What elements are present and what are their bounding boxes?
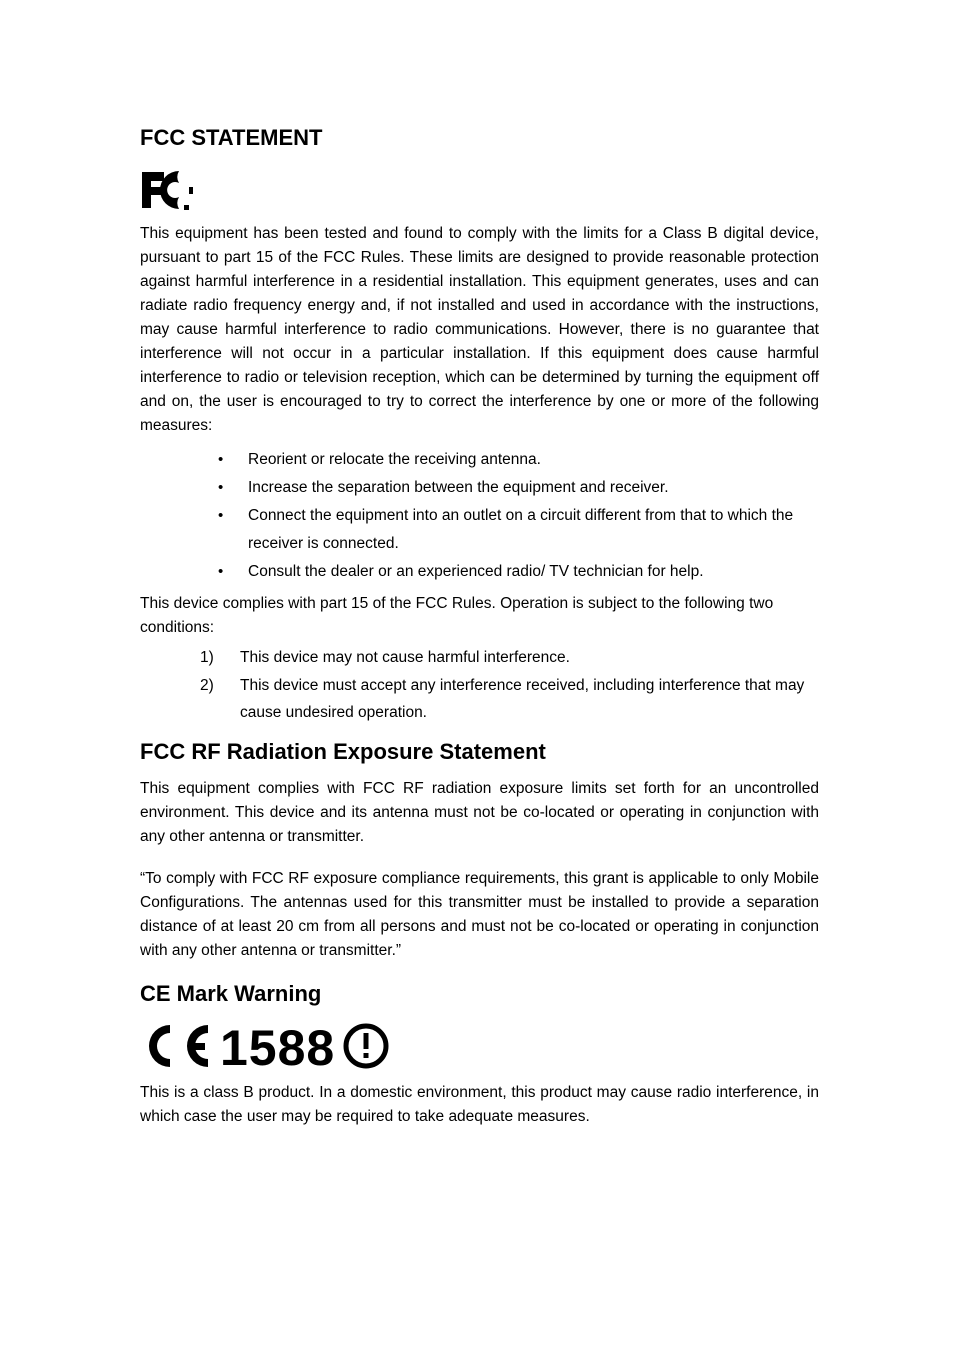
list-item: 1) This device may not cause harmful int…	[200, 644, 819, 672]
bullet-text: Consult the dealer or an experienced rad…	[248, 563, 704, 580]
ce-mark-number: 1588	[220, 1019, 335, 1077]
fcc-intro: This equipment has been tested and found…	[140, 222, 819, 438]
list-item: 2) This device must accept any interfere…	[200, 672, 819, 728]
bullet-text: Connect the equipment into an outlet on …	[248, 507, 793, 552]
list-item: Consult the dealer or an experienced rad…	[218, 558, 819, 586]
item-text: This device must accept any interference…	[240, 677, 804, 722]
ce-heading: CE Mark Warning	[140, 981, 819, 1007]
ce-mark-icon	[140, 1021, 212, 1076]
list-item: Increase the separation between the equi…	[218, 474, 819, 502]
fcc-conditions: 1) This device may not cause harmful int…	[140, 644, 819, 728]
fcc-heading: FCC STATEMENT	[140, 125, 819, 151]
ce-body: This is a class B product. In a domestic…	[140, 1081, 819, 1129]
rf-heading: FCC RF Radiation Exposure Statement	[140, 739, 819, 765]
item-number: 2)	[200, 672, 214, 700]
document-page: FCC STATEMENT This equipment has been te…	[0, 0, 954, 1350]
rf-p2: “To comply with FCC RF exposure complian…	[140, 867, 819, 963]
alert-icon	[343, 1023, 389, 1074]
bullet-text: Increase the separation between the equi…	[248, 479, 669, 496]
item-number: 1)	[200, 644, 214, 672]
item-text: This device may not cause harmful interf…	[240, 649, 570, 666]
ce-mark-row: 1588	[140, 1019, 819, 1077]
fcc-logo	[140, 169, 819, 216]
list-item: Reorient or relocate the receiving anten…	[218, 446, 819, 474]
fcc-complies: This device complies with part 15 of the…	[140, 592, 819, 640]
rf-p1: This equipment complies with FCC RF radi…	[140, 777, 819, 849]
fcc-bullets: Reorient or relocate the receiving anten…	[140, 446, 819, 585]
list-item: Connect the equipment into an outlet on …	[218, 502, 819, 558]
bullet-text: Reorient or relocate the receiving anten…	[248, 451, 541, 468]
